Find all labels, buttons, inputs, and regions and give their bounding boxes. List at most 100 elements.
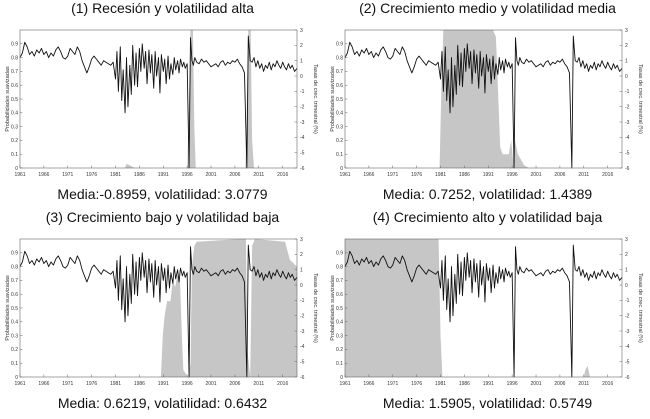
chart-svg: 0 0.1 0.2 0.3 0.4 0.5 0.6 0.7 0.8 0.9 -6 -5 -4 -3 -2 -1… — [330, 28, 643, 178]
y2-axis-label: Tasas de crec. trimestral (%) — [637, 64, 643, 134]
panel-stats: Media: 1.5905, volatilidad: 0.5749 — [382, 395, 593, 411]
y2-tick-label: -5 — [625, 150, 630, 156]
y-axis-label: Probabilidades suavizadas — [5, 66, 11, 132]
y2-tick-label: -1 — [300, 89, 305, 95]
x-tick-label: 1971 — [387, 172, 398, 178]
y-tick-label: 0.5 — [11, 306, 18, 312]
x-tick-label: 1971 — [62, 381, 73, 387]
x-tick-label: 2016 — [277, 172, 288, 178]
x-tick-label: 1981 — [110, 381, 121, 387]
x-tick-label: 1996 — [507, 381, 518, 387]
x-tick-label: 2001 — [205, 381, 216, 387]
x-tick-label: 2001 — [530, 381, 541, 387]
x-tick-label: 1961 — [14, 381, 25, 387]
x-tick-label: 2011 — [578, 381, 589, 387]
y2-tick-label: -1 — [625, 89, 630, 95]
x-tick-label: 2006 — [229, 172, 240, 178]
x-tick-label: 1986 — [459, 172, 470, 178]
x-tick-label: 1986 — [134, 381, 145, 387]
x-tick-label: 1981 — [435, 381, 446, 387]
y-tick-label: 0.4 — [336, 320, 343, 326]
y2-tick-label: 3 — [300, 237, 303, 243]
y2-tick-label: 2 — [300, 43, 303, 49]
y-tick-label: 0.6 — [336, 292, 343, 298]
y-tick-label: 0.9 — [336, 42, 343, 48]
x-tick-label: 2001 — [530, 172, 541, 178]
x-tick-label: 1961 — [339, 381, 350, 387]
y2-tick-label: -4 — [300, 135, 305, 141]
y2-tick-label: 3 — [625, 237, 628, 243]
y-tick-label: 0.1 — [336, 361, 343, 367]
y2-tick-label: -2 — [300, 104, 305, 110]
x-tick-label: 1996 — [182, 172, 193, 178]
probability-area — [20, 239, 297, 377]
x-tick-label: 1966 — [38, 381, 49, 387]
y-tick-label: 0.8 — [11, 264, 18, 270]
y2-tick-label: -3 — [625, 329, 630, 335]
y2-tick-label: 2 — [625, 43, 628, 49]
y2-tick-label: -4 — [300, 344, 305, 350]
y2-tick-label: 2 — [625, 252, 628, 258]
panel-stats: Media: 0.6219, volatilidad: 0.6432 — [57, 395, 268, 411]
x-tick-label: 1991 — [483, 172, 494, 178]
y-tick-label: 0.6 — [336, 83, 343, 89]
x-tick-label: 2006 — [554, 172, 565, 178]
probability-area — [20, 30, 297, 168]
y2-tick-label: 0 — [625, 74, 628, 80]
y2-tick-label: 1 — [625, 58, 628, 64]
y2-tick-label: -4 — [625, 344, 630, 350]
x-tick-label: 1991 — [158, 172, 169, 178]
y2-tick-label: -2 — [625, 313, 630, 319]
y-tick-label: 0.7 — [336, 69, 343, 75]
y-tick-label: 0.5 — [11, 97, 18, 103]
y-tick-label: 0.7 — [336, 278, 343, 284]
y2-tick-label: -6 — [300, 166, 305, 172]
y-tick-label: 0.2 — [336, 138, 343, 144]
y-tick-label: 0.7 — [11, 69, 18, 75]
y-tick-label: 0.7 — [11, 278, 18, 284]
y2-tick-label: -1 — [625, 298, 630, 304]
x-tick-label: 2016 — [277, 381, 288, 387]
y-tick-label: 0.4 — [11, 320, 18, 326]
x-tick-label: 1991 — [158, 381, 169, 387]
x-tick-label: 2011 — [578, 172, 589, 178]
x-tick-label: 1976 — [86, 381, 97, 387]
x-tick-label: 2006 — [229, 381, 240, 387]
y2-tick-label: -5 — [300, 150, 305, 156]
chart-svg: 0 0.1 0.2 0.3 0.4 0.5 0.6 0.7 0.8 0.9 -6 -5 -4 -3 -2 -1… — [5, 28, 318, 178]
y2-tick-label: 1 — [300, 58, 303, 64]
y2-tick-label: 1 — [625, 267, 628, 273]
growth-line — [344, 244, 623, 378]
y-tick-label: 0 — [340, 166, 343, 172]
y2-tick-label: -3 — [300, 329, 305, 335]
x-tick-label: 1996 — [507, 172, 518, 178]
y-axis-label: Probabilidades suavizadas — [330, 275, 336, 341]
y2-tick-label: 3 — [300, 28, 303, 34]
x-tick-label: 1976 — [86, 172, 97, 178]
y2-tick-label: -1 — [300, 298, 305, 304]
y-tick-label: 0.2 — [11, 347, 18, 353]
y2-tick-label: -6 — [625, 166, 630, 172]
x-tick-label: 1966 — [38, 172, 49, 178]
x-tick-label: 1981 — [110, 172, 121, 178]
y-tick-label: 0.1 — [11, 152, 18, 158]
panel-title: (4) Crecimiento alto y volatilidad baja — [372, 209, 603, 225]
y-tick-label: 0.9 — [11, 251, 18, 257]
y2-tick-label: -3 — [300, 120, 305, 126]
y2-tick-label: 3 — [625, 28, 628, 34]
y-tick-label: 0.8 — [11, 55, 18, 61]
x-tick-label: 1966 — [363, 381, 374, 387]
y-tick-label: 0.3 — [336, 124, 343, 130]
y-tick-label: 0.1 — [336, 152, 343, 158]
y-tick-label: 0.1 — [11, 361, 18, 367]
x-tick-label: 1981 — [435, 172, 446, 178]
y2-tick-label: -2 — [625, 104, 630, 110]
y2-tick-label: 0 — [300, 283, 303, 289]
y2-axis-label: Tasas de crec. trimestral (%) — [312, 64, 318, 134]
y-tick-label: 0.5 — [336, 306, 343, 312]
y2-tick-label: -5 — [300, 359, 305, 365]
chart-svg: 0 0.1 0.2 0.3 0.4 0.5 0.6 0.7 0.8 0.9 -6 -5 -4 -3 -2 -1… — [5, 237, 318, 387]
y-axis-label: Probabilidades suavizadas — [330, 66, 336, 132]
y2-tick-label: -6 — [625, 375, 630, 381]
